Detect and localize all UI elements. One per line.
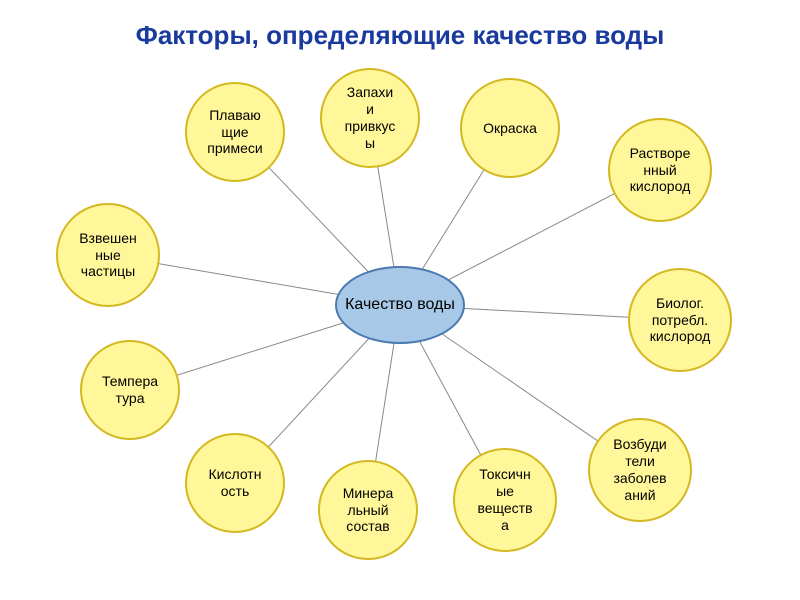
outer-node: Взвешенныечастицы: [56, 203, 160, 307]
outer-node: Кислотность: [185, 433, 285, 533]
diagram-area: Качество воды Плавающиепримеси Запахииприв…: [0, 60, 800, 600]
outer-node: Растворенныйкислород: [608, 118, 712, 222]
outer-node: Окраска: [460, 78, 560, 178]
central-node: Качество воды: [335, 266, 465, 344]
outer-node: Минеральныйсостав: [318, 460, 418, 560]
outer-node: Температура: [80, 340, 180, 440]
page-title: Факторы, определяющие качество воды: [0, 20, 800, 51]
outer-node: Биолог.потребл.кислород: [628, 268, 732, 372]
outer-node: Возбудителизаболеваний: [588, 418, 692, 522]
outer-node: Токсичныевещества: [453, 448, 557, 552]
outer-node: Плавающиепримеси: [185, 82, 285, 182]
outer-node: Запахиипривкусы: [320, 68, 420, 168]
